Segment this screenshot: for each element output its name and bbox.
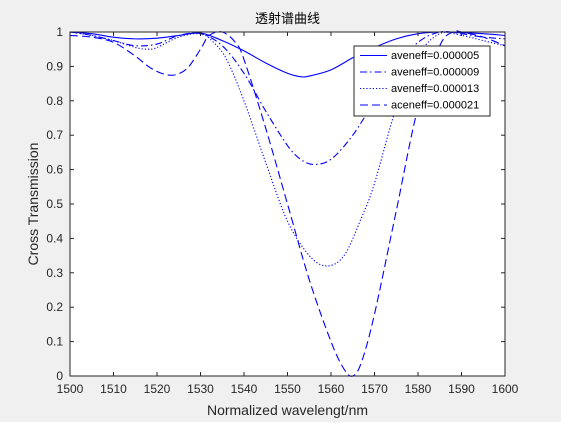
series-line-4: [69, 30, 506, 377]
series-line-2: [69, 30, 506, 165]
legend-entry-label: aveneff=0.000005: [391, 50, 479, 62]
y-tick-label: 0.2: [46, 300, 63, 314]
x-tick-label: 1500: [57, 382, 84, 396]
y-tick-label: 0.5: [46, 197, 63, 211]
legend-entry-label: aveneff=0.000013: [391, 83, 479, 95]
legend: aveneff=0.000005 aveneff=0.000009 aveneff=…: [353, 45, 491, 117]
y-tick-label: 0.9: [46, 59, 63, 73]
x-tick-label: 1540: [231, 382, 258, 396]
y-tick-label: 0: [56, 369, 63, 383]
chart-title: 透射谱曲线: [255, 11, 320, 27]
x-tick-label: 1550: [274, 382, 301, 396]
plot-frame: [69, 31, 506, 377]
y-tick-label: 0.6: [46, 163, 63, 177]
y-tick-label: 0.1: [46, 335, 63, 349]
x-tick-label: 1560: [318, 382, 345, 396]
y-tick-label: 0.3: [46, 266, 63, 280]
x-tick-label: 1600: [492, 382, 519, 396]
x-axis-label: Normalized wavelengt/nm: [207, 402, 368, 418]
x-tick-label: 1590: [448, 382, 475, 396]
y-axis-label: Cross Transmission: [25, 143, 41, 266]
x-tick-label: 1530: [187, 382, 214, 396]
y-tick-label: 0.7: [46, 128, 63, 142]
ticks-layer: 1500 1510 1520 1530 1540 1550 1560 1570 1580 1590…: [46, 25, 518, 396]
legend-entry-label: aveneff=0.000009: [391, 67, 479, 79]
y-tick-label: 1: [56, 25, 63, 39]
x-tick-label: 1510: [100, 382, 127, 396]
x-tick-label: 1570: [361, 382, 388, 396]
legend-entry-label: aceneff=0.000021: [391, 100, 479, 112]
y-tick-label: 0.8: [46, 94, 63, 108]
x-tick-label: 1520: [144, 382, 171, 396]
y-tick-label: 0.4: [46, 231, 63, 245]
x-tick-label: 1580: [405, 382, 432, 396]
legend-box: [353, 45, 491, 117]
